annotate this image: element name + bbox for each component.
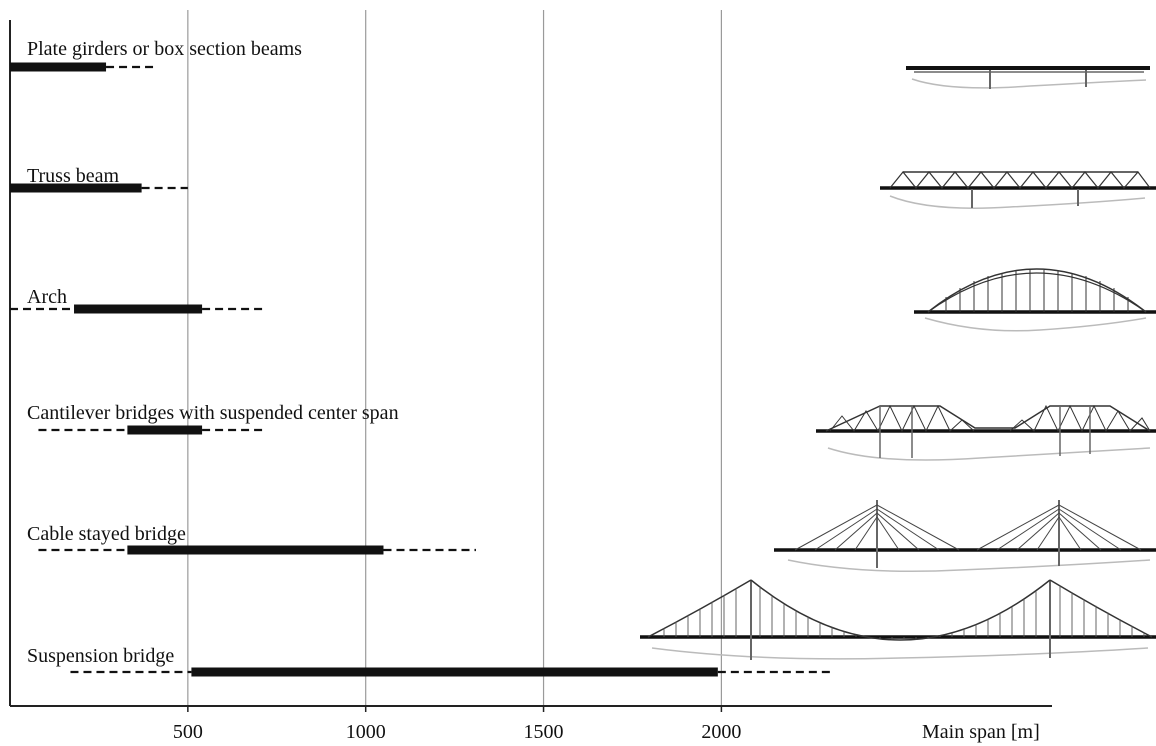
x-tick-label-500: 500 (173, 721, 203, 743)
illustrations (640, 66, 1156, 660)
arch-bridge-solid-range (74, 304, 203, 314)
truss-bridge-icon (880, 171, 1156, 209)
category-label-truss-bridge: Truss beam (27, 165, 119, 187)
x-axis-label: Main span [m] (922, 721, 1040, 743)
x-tick-label-2000: 2000 (701, 721, 741, 743)
suspension-bridge-solid-range (191, 667, 718, 677)
x-ticks: 500 1000 1500 2000 (173, 706, 741, 743)
cantilever-bridge-icon (816, 404, 1156, 461)
category-label-cantilever-bridge: Cantilever bridges with suspended center… (27, 402, 399, 424)
cantilever-bridge-solid-range (127, 425, 203, 435)
category-label-suspension-bridge: Suspension bridge (27, 645, 174, 667)
cable-stayed-bridge-icon (774, 500, 1156, 572)
grid (187, 10, 723, 706)
category-labels: Plate girders or box section beams Truss … (27, 38, 399, 667)
cable-stayed-bridge-solid-range (127, 545, 384, 555)
bars (10, 62, 832, 677)
axes (9, 20, 1052, 707)
plate-girder-bridge-icon (906, 66, 1150, 89)
category-label-cable-stayed-bridge: Cable stayed bridge (27, 523, 186, 545)
category-label-arch-bridge: Arch (27, 286, 67, 308)
x-tick-label-1000: 1000 (346, 721, 386, 743)
truss-bridge-solid-range (10, 183, 142, 193)
category-label-plate-girder-bridge: Plate girders or box section beams (27, 38, 302, 60)
x-tick-label-1500: 1500 (524, 721, 564, 743)
plate-girder-bridge-solid-range (10, 62, 107, 72)
suspension-bridge-icon (640, 579, 1156, 660)
arch-bridge-icon (914, 268, 1156, 332)
